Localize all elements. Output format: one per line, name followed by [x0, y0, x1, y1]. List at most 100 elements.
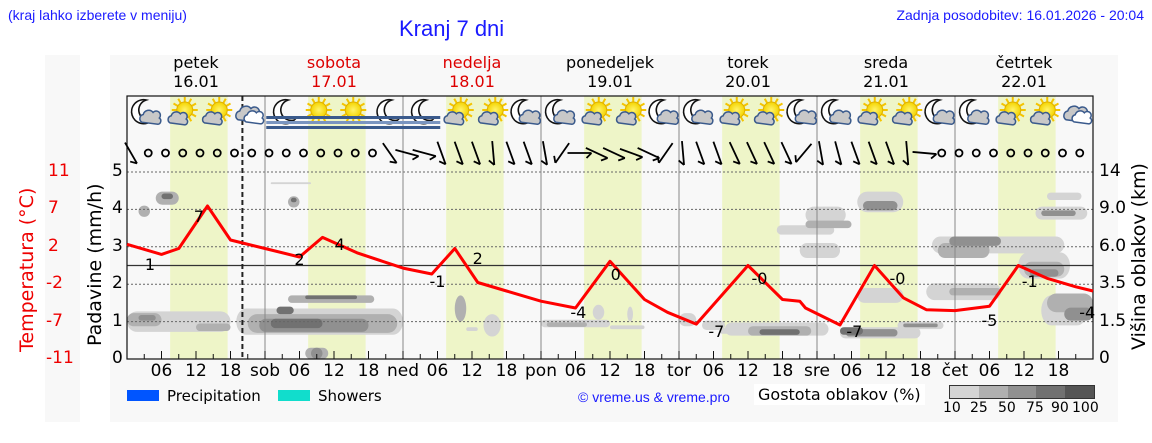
night-partly-cloudy-icon [924, 98, 956, 126]
wind-barb-icon [912, 151, 938, 160]
wind-barb-icon [834, 141, 843, 166]
day-partly-cloudy-icon [477, 97, 509, 126]
showers-legend-label: Showers [318, 387, 382, 405]
day-fog-icon [300, 97, 337, 129]
day-date-3: 19.01 [587, 72, 633, 91]
temp-tick: -7 [46, 310, 63, 331]
day-partly-cloudy-icon [995, 97, 1026, 126]
night-partly-cloudy-icon [544, 98, 576, 126]
temp-tick: 2 [48, 235, 59, 256]
x-tick: 12 [461, 361, 483, 381]
calm-wind-icon [161, 148, 170, 158]
x-tick: 06 [150, 361, 173, 381]
wind-barb-icon [602, 147, 626, 162]
calm-wind-icon [264, 148, 274, 158]
x-tick: 06 [426, 361, 449, 381]
wind-barb-icon [505, 141, 516, 166]
density-tick: 90 [1051, 400, 1069, 416]
day-name-5: sreda [863, 53, 909, 72]
temp-value-label: -7 [708, 322, 724, 341]
night-partly-cloudy-icon [820, 98, 852, 126]
precip-tick: 3 [112, 235, 123, 256]
cloudy-icon [1063, 105, 1093, 125]
x-tick: 18 [495, 361, 518, 381]
calm-wind-icon [1058, 148, 1067, 158]
cloud-height-tick: 0 [1099, 348, 1110, 368]
x-tick: tor [666, 361, 692, 381]
cloud-density-title: Gostota oblakov (%) [754, 384, 925, 405]
temp-tick: -2 [46, 273, 63, 294]
temp-value-label: -4 [1079, 303, 1095, 322]
temp-value-label: 1 [145, 255, 155, 274]
x-tick: 06 [702, 361, 725, 381]
temp-value-label: 0 [611, 265, 621, 284]
density-tick: 75 [1026, 400, 1044, 416]
calm-wind-icon [299, 148, 308, 158]
temp-tick: 7 [48, 198, 59, 219]
calm-wind-icon [954, 148, 964, 158]
night-fog-icon [404, 98, 441, 129]
wind-barb-icon [585, 147, 609, 162]
x-tick: 06 [840, 361, 863, 381]
x-tick: 12 [737, 361, 759, 381]
day-partly-cloudy-icon [167, 97, 198, 126]
x-tick: 06 [288, 361, 311, 381]
temp-value-label: -5 [982, 311, 998, 330]
calm-wind-icon [1006, 148, 1016, 158]
day-name-3: ponedeljek [566, 53, 654, 72]
calm-wind-icon [178, 148, 188, 158]
x-tick: 18 [771, 361, 794, 381]
precip-tick: 4 [112, 198, 123, 219]
day-fog-icon [335, 97, 372, 129]
precipitation-swatch [127, 390, 159, 401]
wind-barb-icon [746, 141, 758, 165]
day-date-5: 21.01 [863, 72, 909, 91]
wind-barb-icon [488, 140, 496, 166]
calm-wind-icon [1023, 148, 1033, 158]
wind-barb-icon [436, 141, 447, 166]
x-tick: 18 [219, 361, 242, 381]
calm-wind-icon [230, 148, 239, 158]
wind-barb-icon [902, 140, 910, 166]
showers-swatch [278, 390, 310, 401]
day-partly-cloudy-icon [1029, 97, 1061, 126]
wind-barb-icon [412, 149, 437, 161]
day-date-6: 22.01 [1001, 72, 1047, 91]
wind-barb-icon [712, 141, 723, 166]
day-date-0: 16.01 [173, 72, 219, 91]
day-date-2: 18.01 [449, 72, 495, 91]
precip-tick: 2 [112, 273, 123, 294]
cloudy-icon [235, 105, 265, 125]
wind-barb-icon [567, 152, 593, 159]
precip-tick: 0 [112, 348, 123, 368]
temp-value-label: 2 [473, 249, 483, 268]
calm-wind-icon [316, 148, 326, 158]
x-tick: pon [525, 361, 557, 381]
calm-wind-icon [1040, 148, 1050, 158]
cloud-height-tick: 6.0 [1099, 235, 1127, 256]
wind-barb-icon [124, 142, 138, 165]
night-partly-cloudy-icon [510, 98, 542, 126]
day-partly-cloudy-icon [891, 97, 923, 126]
temperature-line [126, 204, 1094, 327]
day-partly-cloudy-icon [615, 97, 647, 126]
wind-barb-icon [867, 141, 878, 166]
x-tick: 18 [357, 361, 380, 381]
day-name-2: nedelja [442, 53, 502, 72]
calm-wind-icon [1075, 148, 1085, 158]
calm-wind-icon [143, 148, 153, 158]
temp-value-label: -0 [890, 269, 906, 288]
x-tick: sob [249, 361, 281, 381]
region-hint-link[interactable]: (kraj lahko izberete v meniju) [8, 7, 187, 23]
wind-barb-icon [522, 141, 533, 166]
day-name-4: torek [727, 53, 769, 72]
copyright-link[interactable]: © vreme.us & vreme.pro [578, 389, 730, 405]
x-tick: čet [941, 361, 969, 381]
last-update: Zadnja posodobitev: 16.01.2026 - 20:04 [896, 7, 1144, 23]
x-tick: 18 [633, 361, 656, 381]
x-tick: 12 [323, 361, 345, 381]
day-date-1: 17.01 [311, 72, 357, 91]
wind-barb-icon [656, 142, 674, 164]
day-name-1: sobota [306, 53, 362, 72]
wind-barb-icon [885, 141, 895, 166]
